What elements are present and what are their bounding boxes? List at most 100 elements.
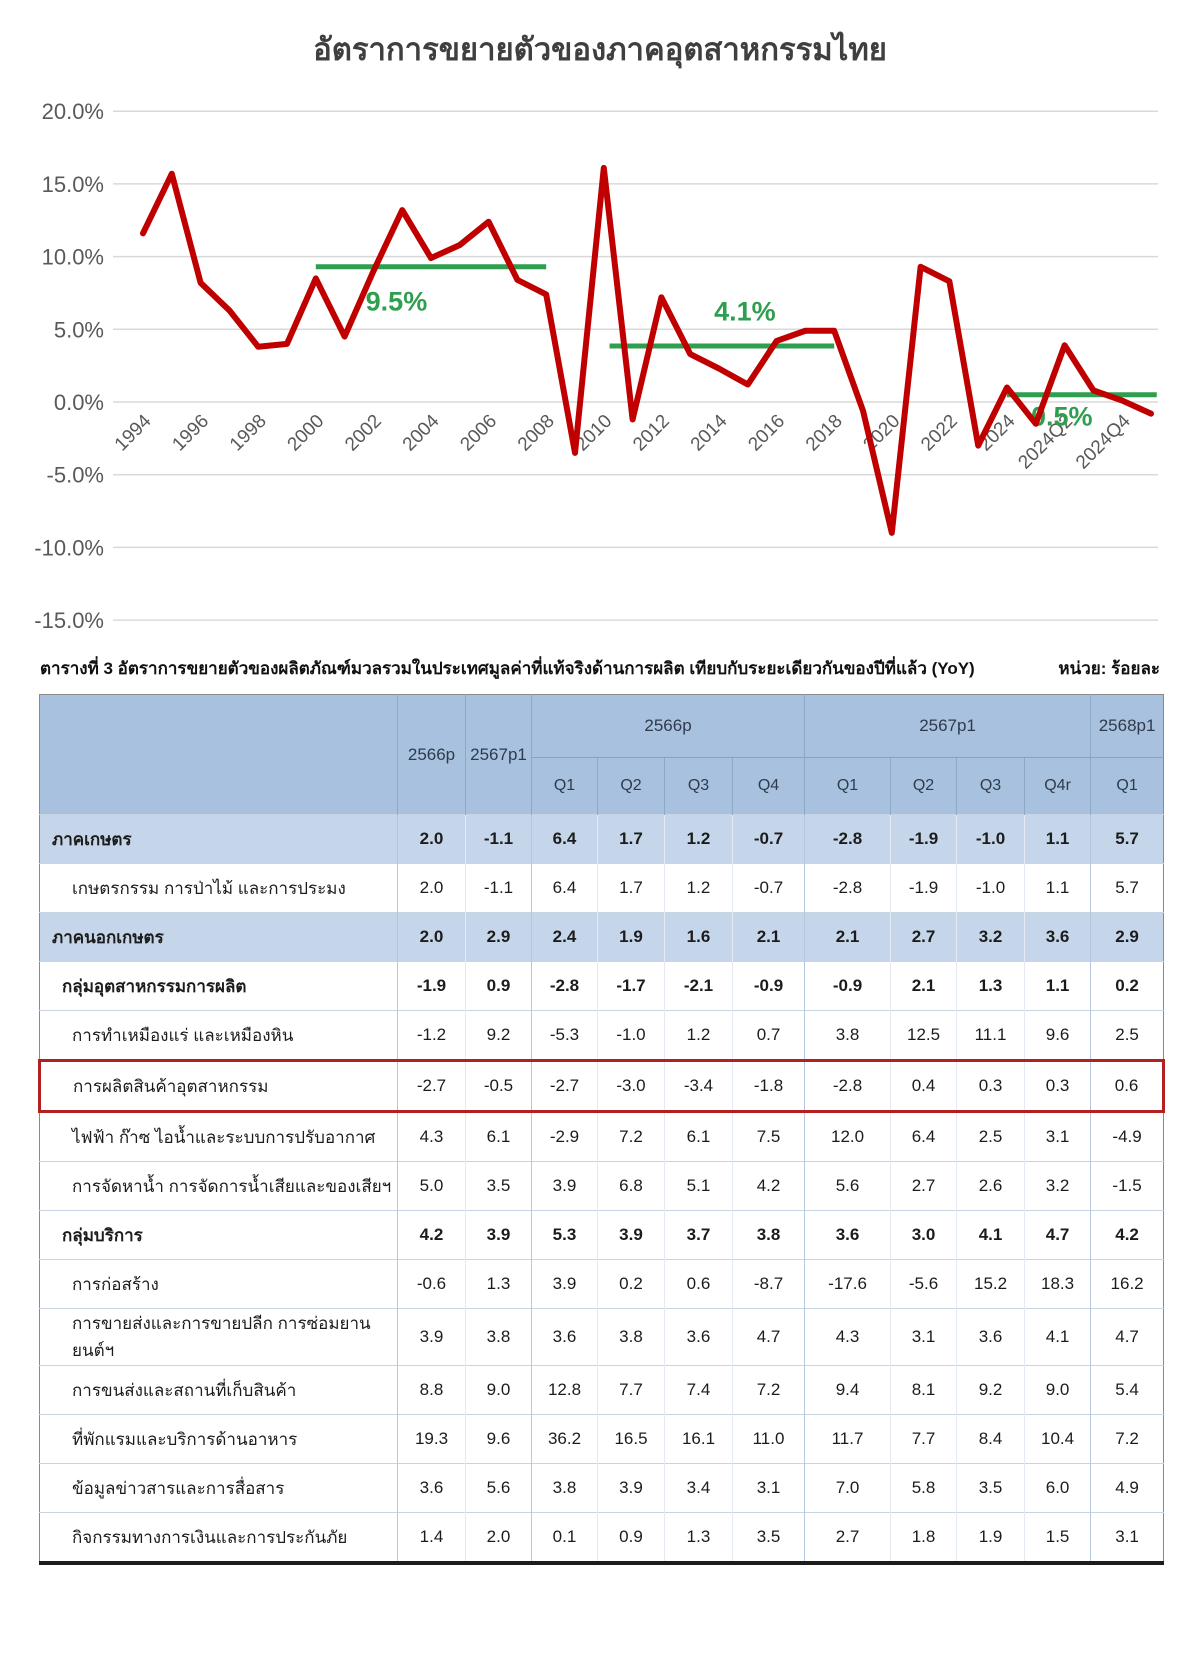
y-axis-tick-label: 5.0% (54, 317, 104, 342)
value-cell: 7.4 (664, 1365, 733, 1415)
value-cell: 3.2 (1024, 1161, 1091, 1211)
year-group-header: 2566p (530, 694, 805, 758)
row-label: กลุ่มบริการ (39, 1210, 398, 1260)
value-cell: -1.9 (397, 961, 466, 1011)
row-label: กิจกรรมทางการเงินและการประกันภัย (39, 1512, 398, 1563)
value-cell: 0.7 (731, 1010, 805, 1061)
value-cell: 5.6 (804, 1161, 891, 1211)
row-label: การทำเหมืองแร่ และเหมืองหิน (39, 1010, 398, 1061)
value-cell: 6.0 (1024, 1463, 1091, 1513)
row-label: ที่พักแรมและบริการด้านอาหาร (39, 1414, 398, 1464)
value-cell: 9.0 (1024, 1365, 1091, 1415)
value-cell: -1.8 (731, 1059, 805, 1113)
quarter-column-header: Q2 (597, 757, 665, 815)
value-cell: -1.1 (465, 863, 532, 913)
value-cell: 7.2 (1090, 1414, 1164, 1464)
value-cell: 2.0 (397, 912, 466, 962)
value-cell: 3.9 (531, 1161, 598, 1211)
table-row: ไฟฟ้า ก๊าซ ไอน้ำและระบบการปรับอากาศ 4.3 6.… (39, 1111, 1164, 1162)
table-row: การทำเหมืองแร่ และเหมืองหิน -1.2 9.2 -5.3 -1… (39, 1010, 1164, 1061)
table-row: การก่อสร้าง -0.6 1.3 3.9 0.2 0.6 -8.7 -17.6 -5.6… (39, 1259, 1164, 1309)
x-axis-tick-label: 2018 (802, 411, 847, 456)
value-cell: 0.9 (597, 1512, 665, 1563)
value-cell: 1.7 (597, 863, 665, 913)
value-cell: -3.0 (597, 1059, 665, 1113)
average-annotation-label: 9.5% (366, 286, 428, 316)
value-cell: 7.0 (804, 1463, 891, 1513)
value-cell: 3.9 (465, 1210, 532, 1260)
value-cell: 9.0 (465, 1365, 532, 1415)
value-cell: 5.0 (397, 1161, 466, 1211)
table-row: ที่พักแรมและบริการด้านอาหาร 19.3 9.6 36.2 16… (39, 1414, 1164, 1464)
row-label: การขนส่งและสถานที่เก็บสินค้า (39, 1365, 398, 1415)
value-cell: 0.3 (956, 1059, 1025, 1113)
x-axis-tick-label: 2006 (456, 411, 501, 456)
quarter-column-header: Q4r (1024, 757, 1091, 815)
value-cell: 1.3 (664, 1512, 733, 1563)
row-label: ภาคนอกเกษตร (39, 912, 398, 962)
x-axis-tick-label: 2014 (687, 410, 732, 455)
value-cell: 8.1 (890, 1365, 957, 1415)
value-cell: 16.5 (597, 1414, 665, 1464)
value-cell: -1.5 (1090, 1161, 1164, 1211)
quarter-column-header: Q3 (956, 757, 1025, 815)
value-cell: 2.0 (465, 1512, 532, 1563)
quarter-column-header: Q1 (804, 757, 891, 815)
value-cell: 3.6 (664, 1308, 733, 1366)
value-cell: -17.6 (804, 1259, 891, 1309)
table-row: ภาคนอกเกษตร 2.0 2.9 2.4 1.9 1.6 2.1 2.1 2.7 3.2 3.… (39, 912, 1164, 962)
table-row-highlighted: การผลิตสินค้าอุตสาหกรรม -2.7 -0.5 -2.7 -3.0-… (38, 1059, 1166, 1113)
value-cell: 2.9 (465, 912, 532, 962)
value-cell: 3.8 (465, 1308, 532, 1366)
value-cell: 0.3 (1024, 1059, 1091, 1113)
value-cell: 0.4 (890, 1059, 957, 1113)
table-caption: ตารางที่ 3 อัตราการขยายตัวของผลิตภัณฑ์มว… (40, 659, 975, 678)
value-cell: 1.2 (664, 814, 733, 864)
value-cell: 5.7 (1090, 814, 1164, 864)
value-cell: 2.0 (397, 863, 466, 913)
value-cell: 1.4 (397, 1512, 466, 1563)
value-cell: 1.3 (465, 1259, 532, 1309)
value-cell: -0.9 (804, 961, 891, 1011)
x-axis-tick-label: 2022 (917, 411, 962, 456)
value-cell: 10.4 (1024, 1414, 1091, 1464)
quarter-column-header: Q1 (531, 757, 598, 815)
value-cell: 3.6 (956, 1308, 1025, 1366)
value-cell: 7.5 (731, 1111, 805, 1162)
quarter-column-header: Q4 (731, 757, 805, 815)
value-cell: 1.2 (664, 863, 733, 913)
value-cell: 5.1 (664, 1161, 733, 1211)
value-cell: 1.3 (956, 961, 1025, 1011)
value-cell: 7.7 (890, 1414, 957, 1464)
x-axis-tick-label: 2000 (284, 411, 329, 456)
value-cell: 1.9 (597, 912, 665, 962)
value-cell: 3.6 (397, 1463, 466, 1513)
value-cell: 16.1 (664, 1414, 733, 1464)
value-cell: 9.2 (956, 1365, 1025, 1415)
value-cell: 11.1 (956, 1010, 1025, 1061)
value-cell: 2.9 (1090, 912, 1164, 962)
value-cell: 0.6 (1090, 1059, 1166, 1113)
value-cell: 2.1 (890, 961, 957, 1011)
growth-line-chart: 20.0% 15.0% 10.0% 5.0% 0.0% -5.0% -10.0% -15.0%… (0, 76, 1200, 641)
x-axis-tick-label: 2008 (514, 411, 559, 456)
value-cell: -1.9 (890, 863, 957, 913)
chart-title: อัตราการขยายตัวของภาคอุตสาหกรรมไทย (313, 32, 887, 67)
value-cell: -0.6 (397, 1259, 466, 1309)
value-cell: -1.1 (465, 814, 532, 864)
value-cell: 3.0 (890, 1210, 957, 1260)
value-cell: 36.2 (531, 1414, 598, 1464)
growth-series-line (140, 164, 1154, 536)
y-axis-tick-label: 20.0% (42, 99, 104, 124)
y-axis-tick-label: -15.0% (34, 608, 104, 633)
value-cell: 6.4 (531, 863, 598, 913)
value-cell: 4.3 (804, 1308, 891, 1366)
value-cell: 3.4 (664, 1463, 733, 1513)
annual-column-header: 2567p1 (465, 694, 532, 815)
value-cell: -0.5 (465, 1059, 532, 1113)
value-cell: 7.2 (597, 1111, 665, 1162)
value-cell: 3.1 (1024, 1111, 1091, 1162)
value-cell: 3.8 (804, 1010, 891, 1061)
value-cell: 0.2 (597, 1259, 665, 1309)
value-cell: 9.2 (465, 1010, 532, 1061)
